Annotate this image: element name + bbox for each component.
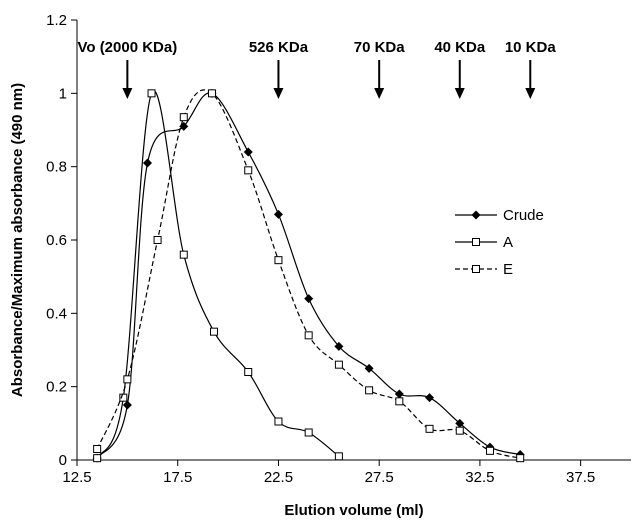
y-tick-label: 0.2 bbox=[46, 379, 67, 396]
data-point-e bbox=[179, 113, 188, 122]
series-e bbox=[93, 89, 525, 463]
data-point-e bbox=[395, 397, 404, 406]
data-point-a bbox=[119, 393, 128, 402]
data-point-a bbox=[304, 428, 313, 437]
x-tick-label: 17.5 bbox=[163, 469, 192, 486]
data-point-e bbox=[425, 424, 434, 433]
data-point-e bbox=[244, 166, 253, 175]
data-point-e bbox=[93, 445, 102, 453]
legend-label-a: A bbox=[503, 234, 513, 251]
data-point-a bbox=[147, 89, 156, 98]
data-point-e bbox=[207, 89, 216, 98]
data-point-crude bbox=[455, 418, 465, 428]
y-axis-title: Absorbance/Maximum absorbance (490 nm) bbox=[9, 83, 26, 397]
data-point-e bbox=[334, 360, 343, 369]
data-point-a bbox=[334, 452, 343, 461]
data-point-crude bbox=[425, 393, 435, 403]
marker-label: 70 KDa bbox=[354, 39, 406, 56]
y-tick-label: 1 bbox=[59, 85, 67, 102]
arrow-down-icon bbox=[273, 88, 284, 99]
series-layer bbox=[92, 88, 525, 463]
data-point-crude bbox=[122, 400, 132, 410]
series-line-e bbox=[96, 89, 521, 459]
y-tick-label: 0.6 bbox=[46, 232, 67, 249]
data-point-e bbox=[485, 446, 494, 455]
data-point-a bbox=[244, 368, 253, 376]
data-point-a bbox=[274, 417, 283, 426]
arrow-down-icon bbox=[122, 88, 133, 99]
data-point-e bbox=[123, 375, 132, 384]
series-line-a bbox=[96, 90, 340, 459]
x-tick-label: 37.5 bbox=[566, 469, 595, 486]
data-point-a bbox=[179, 250, 188, 259]
data-point-crude bbox=[243, 147, 253, 157]
data-point-e bbox=[304, 331, 313, 340]
data-point-e bbox=[516, 454, 525, 463]
data-point-e bbox=[365, 386, 374, 395]
y-tick-label: 1.2 bbox=[46, 12, 67, 29]
arrow-down-icon bbox=[374, 88, 385, 99]
legend-marker-a bbox=[472, 238, 480, 246]
y-tick-label: 0.4 bbox=[46, 305, 67, 322]
marker-label: 40 KDa bbox=[434, 39, 486, 56]
series-crude bbox=[92, 88, 525, 463]
y-tick-label: 0 bbox=[59, 452, 67, 469]
arrow-down-icon bbox=[525, 88, 536, 99]
legend-marker-crude bbox=[471, 210, 481, 220]
data-point-crude bbox=[394, 389, 404, 399]
legend-label-e: E bbox=[503, 261, 513, 278]
data-point-e bbox=[274, 256, 283, 265]
data-point-crude bbox=[304, 294, 314, 304]
legend: Crude AE bbox=[455, 207, 544, 278]
legend-marker-e bbox=[472, 265, 480, 273]
arrow-down-icon bbox=[454, 88, 465, 99]
axes: 0 0.2 0.4 0.6 0.8 1 1.2 12.5 17.5 22.5 27.5 32.5 37.… bbox=[46, 12, 631, 486]
series-a bbox=[93, 89, 343, 463]
marker-label: Vo (2000 KDa) bbox=[77, 39, 177, 56]
series-line-crude bbox=[96, 92, 521, 459]
size-markers: Vo (2000 KDa) 526 KDa 70 KDa 40 KDa 10 KDa bbox=[77, 39, 556, 99]
data-point-crude bbox=[334, 341, 344, 351]
x-tick-label: 32.5 bbox=[465, 469, 494, 486]
x-tick-label: 12.5 bbox=[62, 469, 91, 486]
data-point-crude bbox=[273, 209, 283, 219]
legend-label-crude: Crude bbox=[503, 207, 544, 224]
data-point-e bbox=[153, 236, 162, 244]
marker-label: 10 KDa bbox=[505, 39, 557, 56]
y-tick-label: 0.8 bbox=[46, 159, 67, 176]
data-point-a bbox=[209, 327, 218, 336]
data-point-a bbox=[93, 454, 102, 463]
data-point-crude bbox=[364, 363, 374, 373]
marker-label: 526 KDa bbox=[249, 39, 309, 56]
data-point-crude bbox=[143, 158, 153, 168]
x-axis-title: Elution volume (ml) bbox=[284, 502, 423, 519]
x-tick-label: 27.5 bbox=[365, 469, 394, 486]
data-point-e bbox=[455, 426, 464, 435]
x-tick-label: 22.5 bbox=[264, 469, 293, 486]
